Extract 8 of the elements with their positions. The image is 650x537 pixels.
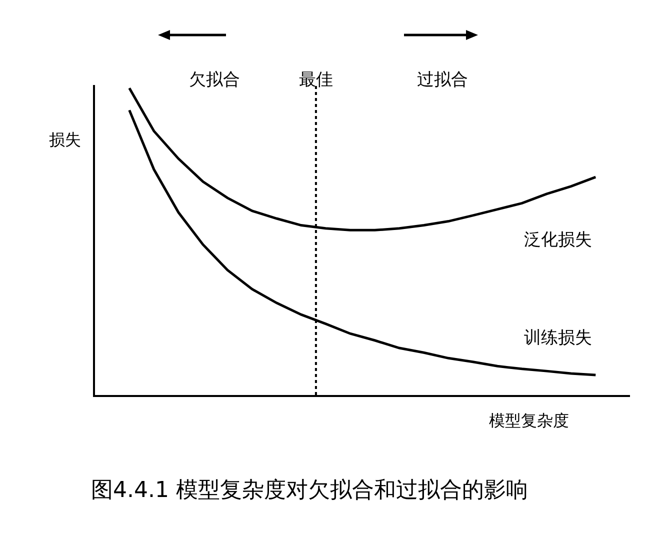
y-axis-title: 损失	[49, 130, 81, 149]
annotation: 过拟合	[417, 70, 468, 90]
text: 图4.4.1 模型复杂度对欠拟合和过拟合的影响	[91, 478, 528, 503]
series-label: 训练损失	[524, 328, 592, 348]
series-label: 泛化损失	[524, 230, 592, 250]
annotation: 最佳	[299, 70, 333, 90]
x-axis-title: 模型复杂度	[489, 411, 569, 430]
annotation: 欠拟合	[189, 70, 240, 90]
